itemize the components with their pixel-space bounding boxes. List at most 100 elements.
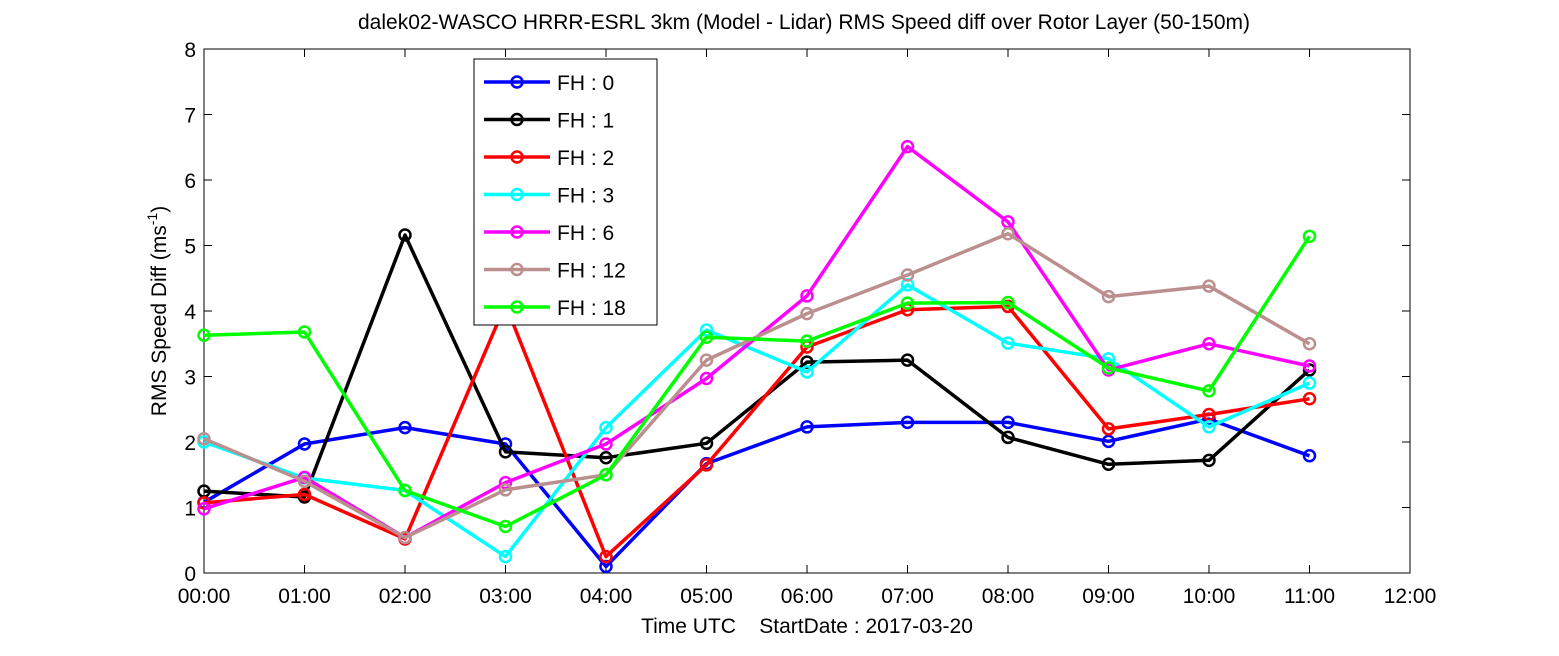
series-line [203,302,1310,559]
data-point [297,437,312,451]
data-point [699,371,714,386]
data-point [498,549,513,564]
plot-area [203,48,1411,574]
x-tick-label: 12:00 [1384,585,1437,608]
legend-label: FH : 1 [557,110,614,133]
data-point [498,445,513,459]
legend-label: FH : 2 [557,147,614,170]
data-point [900,353,915,367]
data-point [498,519,513,534]
data-point [498,483,513,497]
data-point [900,415,915,430]
x-tick-label: 05:00 [680,585,733,608]
data-point [1202,337,1216,351]
data-point [1302,449,1317,463]
series-line [203,233,1311,499]
x-tick-label: 04:00 [580,585,633,608]
legend-entry: FH : 0 [484,72,614,95]
data-point [1101,289,1116,304]
series-1 [197,228,1317,504]
data-point [297,474,312,489]
data-point [398,530,412,545]
data-point [1101,361,1116,375]
y-axis-label-end: ) [148,206,171,213]
data-point [599,437,613,451]
data-point [900,139,915,154]
legend-label: FH : 6 [557,222,614,245]
data-point [699,436,714,451]
x-tick-label: 11:00 [1284,585,1335,608]
x-tick-label: 08:00 [982,585,1035,608]
data-point [800,420,814,434]
data-point [1302,392,1317,406]
legend-entry: FH : 1 [484,110,614,133]
data-point [297,325,312,339]
legend-entry: FH : 3 [484,185,614,208]
series-line [203,235,1311,529]
series-6 [197,229,1317,534]
y-tick-label: 3 [184,367,196,390]
data-point [1001,336,1015,350]
series-layer [197,139,1317,574]
legend-swatch-marker [510,300,524,314]
x-tick-label: 06:00 [781,585,834,608]
data-point [1302,359,1317,373]
data-point [1101,457,1116,472]
legend-label: FH : 12 [557,260,626,283]
x-tick-label: 02:00 [379,585,432,608]
legend: FH : 0 FH : 1 FH : 2 FH : 3 FH : 6 FH : 12 FH … [473,58,658,326]
data-point [1302,376,1317,390]
data-point [1302,337,1317,351]
y-tick-label: 2 [184,432,196,455]
series-0 [197,412,1317,574]
legend-label: FH : 18 [557,297,626,320]
data-point [1001,430,1015,445]
legend-swatch-marker [510,112,524,127]
x-tick-label: 10:00 [1183,585,1236,608]
data-point [1302,229,1317,244]
data-point [599,468,613,482]
legend-swatch-marker [510,187,524,202]
data-point [1202,279,1216,293]
data-point [1202,407,1216,422]
data-point [800,365,814,379]
x-axis: 00:00 01:00 02:00 03:00 04:00 05:00 06:00 07:00… [178,49,1437,608]
y-tick-label: 4 [184,301,196,324]
series-line [203,231,1311,540]
legend-label: FH : 0 [557,72,614,95]
data-point [800,289,814,303]
legend-entry: FH : 12 [484,260,626,283]
data-point [1202,453,1216,468]
data-point [699,330,714,344]
data-point [398,228,412,242]
y-tick-label: 0 [184,563,196,586]
data-point [900,296,915,310]
legend-entry: FH : 2 [484,147,614,170]
y-axis-label-main: RMS Speed Diff (ms [148,225,171,416]
data-point [398,420,412,435]
data-point [1001,226,1015,241]
y-tick-label: 6 [184,170,196,193]
data-point [197,431,211,446]
x-axis-label: Time UTC StartDate : 2017-03-20 [641,615,973,638]
y-tick-label: 7 [184,105,196,128]
data-point [1202,420,1216,434]
data-point [1101,422,1116,436]
data-point [1202,384,1216,398]
x-tick-label: 01:00 [278,585,331,608]
x-tick-label: 07:00 [881,585,934,608]
data-point [398,483,412,498]
data-point [699,353,714,367]
legend-swatch-marker [510,150,524,164]
data-point [699,458,714,472]
y-axis-label: RMS Speed Diff (ms-1) [144,206,171,416]
legend-swatch-marker [510,75,524,89]
data-point [1001,295,1015,310]
legend-swatch-marker [510,225,524,239]
legend-box [473,58,658,326]
x-tick-label: 00:00 [178,585,231,608]
data-point [197,328,211,342]
data-point [197,502,211,516]
data-point [900,268,915,282]
